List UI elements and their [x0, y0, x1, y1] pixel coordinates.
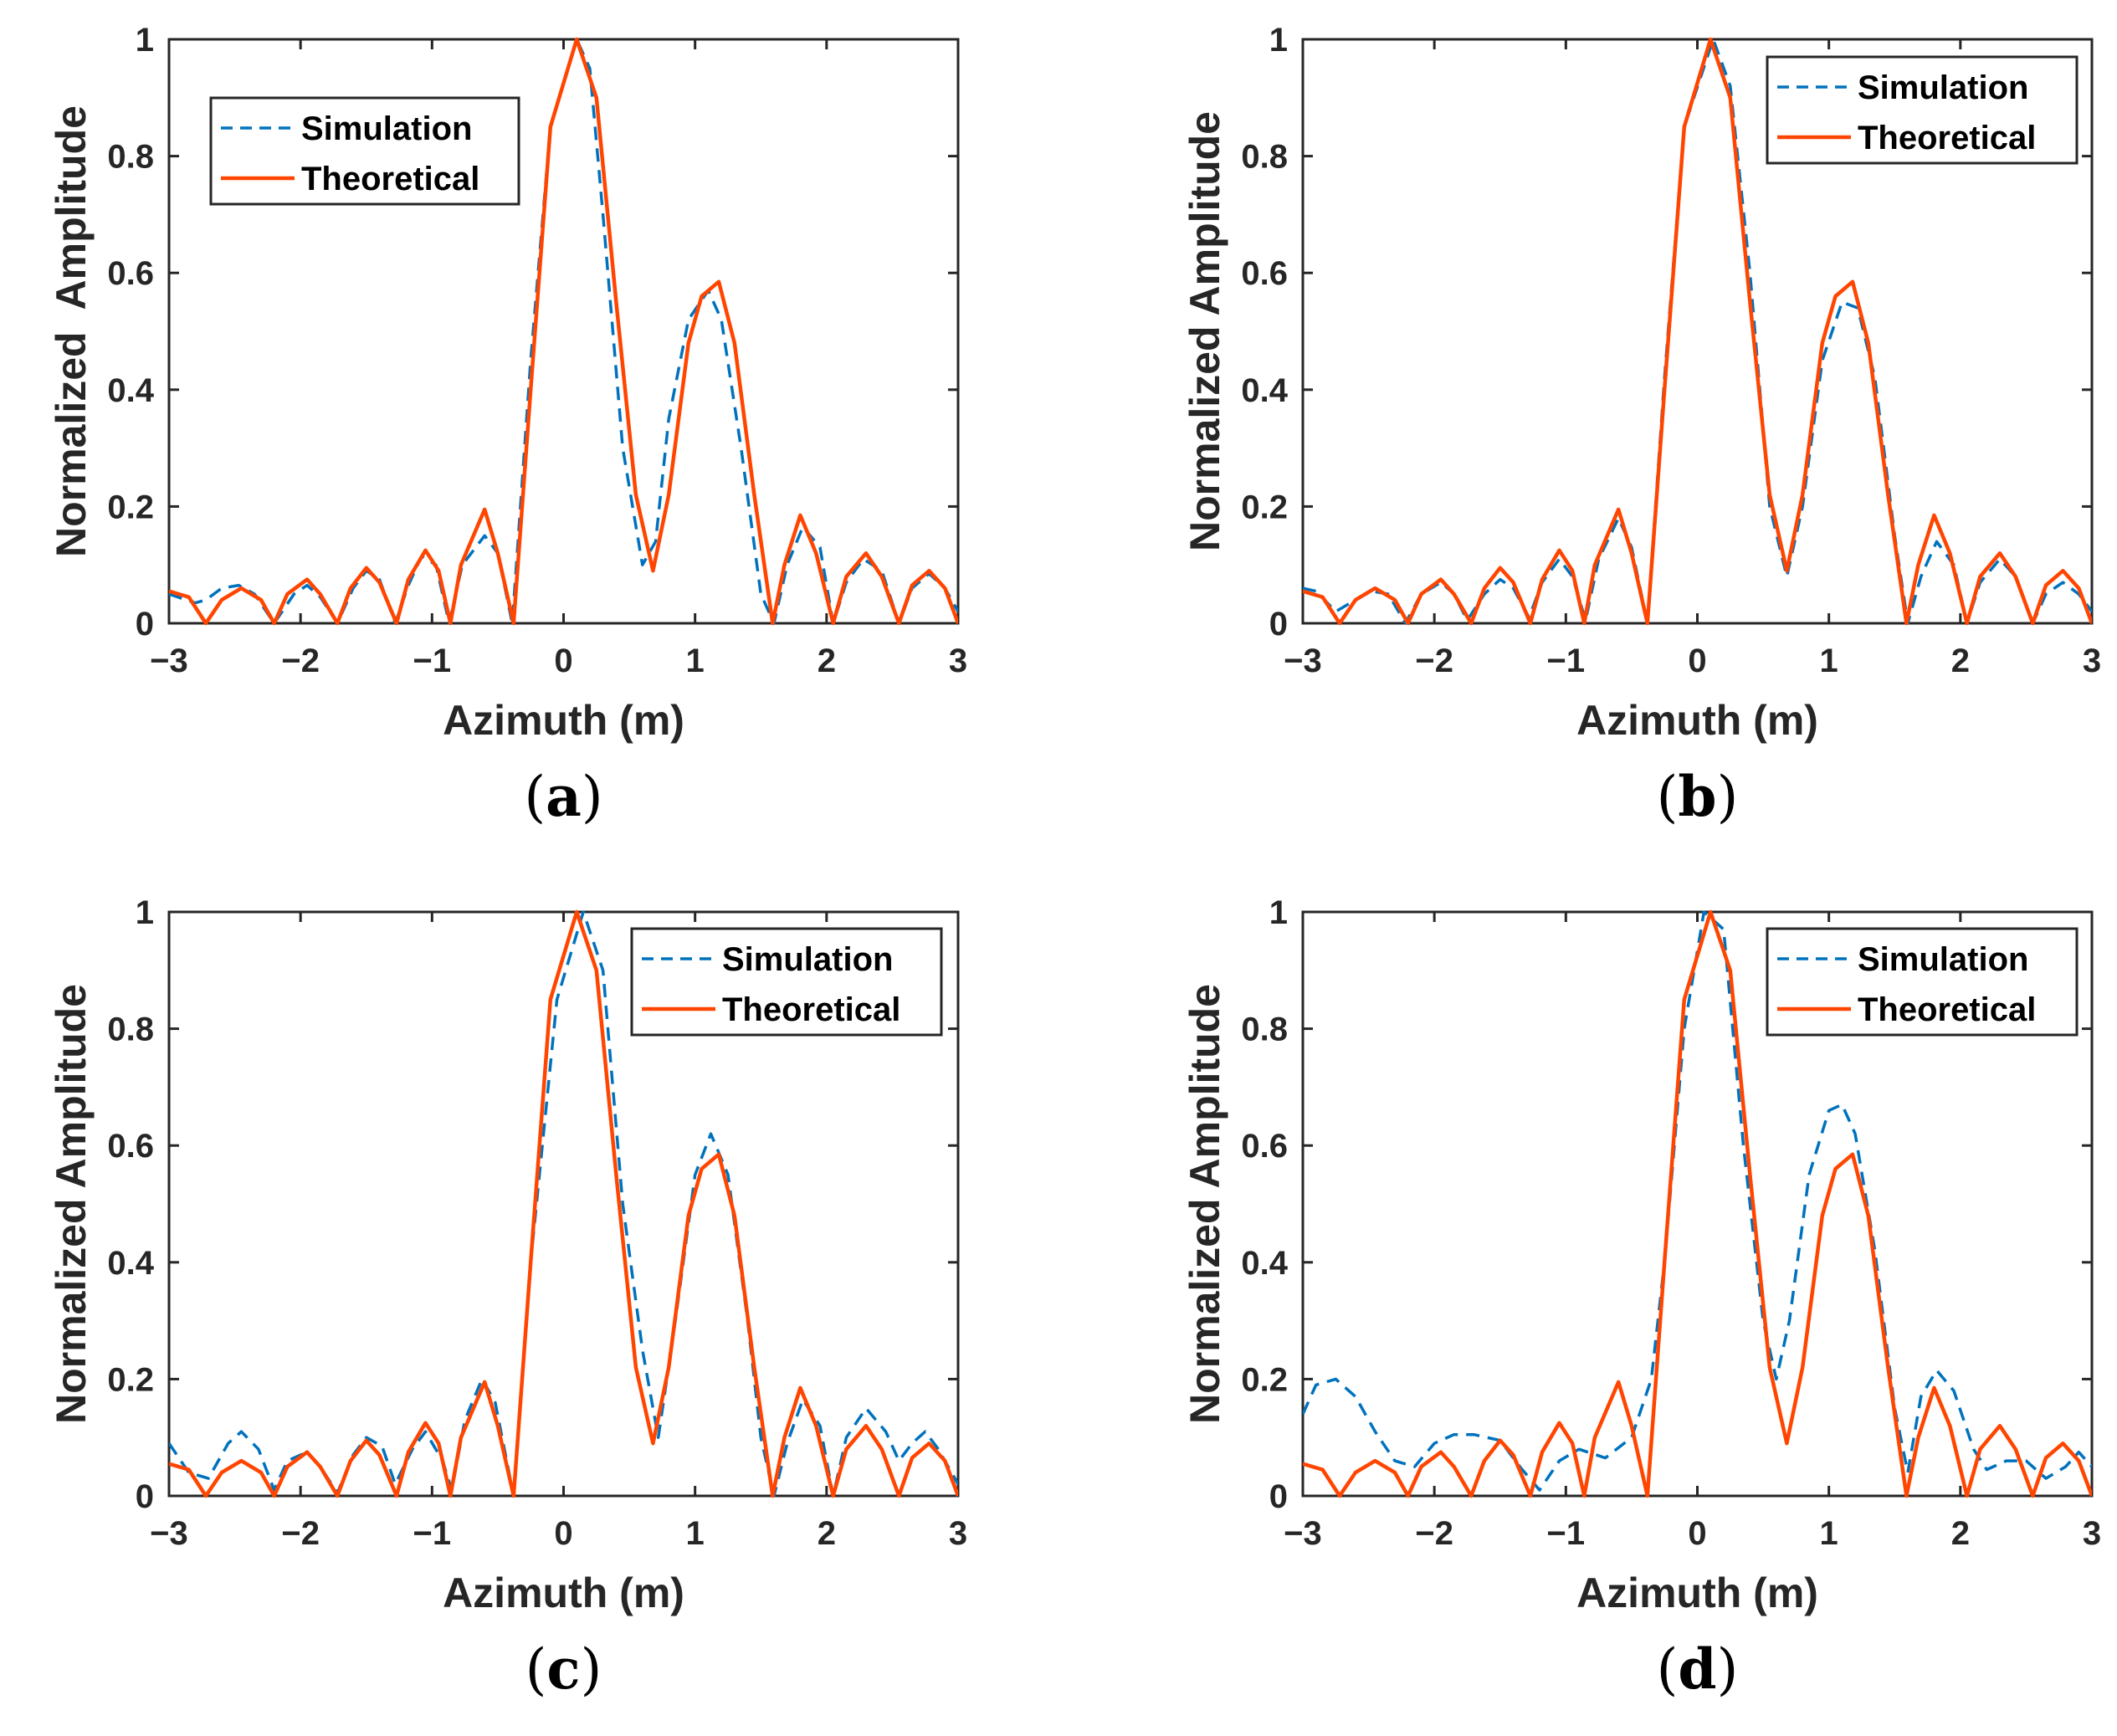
x-axis-label: Azimuth (m) [1576, 697, 1818, 744]
y-tick-label: 0.8 [107, 1011, 154, 1048]
y-tick-label: 0.4 [107, 372, 154, 409]
legend-entry-theoretical: Theoretical [722, 991, 900, 1028]
legend-entry-simulation: Simulation [722, 941, 893, 978]
y-tick-label: 1 [1269, 22, 1288, 59]
legend-entry-theoretical: Theoretical [1858, 120, 2036, 156]
y-tick-label: 0.2 [1241, 1361, 1288, 1398]
y-tick-label: 0.6 [107, 255, 154, 292]
y-tick-label: 0.2 [107, 1361, 154, 1398]
x-tick-label: 3 [2083, 643, 2101, 679]
y-tick-label: 0.8 [107, 139, 154, 176]
x-tick-label: 0 [554, 1515, 572, 1552]
x-tick-label: 2 [1951, 1515, 1970, 1552]
x-tick-label: −3 [150, 643, 188, 679]
y-axis-label: Normalized Amplitude [1182, 984, 1228, 1424]
legend-entry-simulation: Simulation [1858, 69, 2028, 106]
legend-box [1766, 55, 2079, 165]
panel-label-letter: d [1678, 1636, 1716, 1702]
y-tick-label: 0 [136, 1478, 154, 1515]
y-axis-label: Normalized Amplitude [48, 984, 95, 1424]
x-tick-label: −2 [281, 643, 320, 679]
y-tick-label: 0 [1269, 1478, 1288, 1515]
x-tick-label: 0 [1688, 643, 1706, 679]
x-tick-label: −2 [281, 1515, 320, 1552]
panel-label-letter: c [546, 1636, 580, 1702]
panel-label: (b) [1657, 764, 1739, 829]
x-tick-label: 3 [949, 643, 967, 679]
x-tick-label: −2 [1415, 1515, 1453, 1552]
x-tick-label: −2 [1415, 643, 1453, 679]
panel-label: (c) [525, 1636, 602, 1702]
panel-label: (d) [1657, 1636, 1739, 1702]
x-tick-label: 0 [1688, 1515, 1706, 1552]
legend-entry-theoretical: Theoretical [1858, 991, 2036, 1028]
x-tick-label: −1 [1547, 1515, 1586, 1552]
legend: Simulation Theoretical [209, 96, 520, 206]
x-tick-label: −1 [1547, 643, 1586, 679]
x-axis-label: Azimuth (m) [443, 1570, 684, 1616]
series-line-simulation [169, 38, 958, 625]
panel-label-letter: a [546, 764, 582, 829]
y-tick-label: 1 [136, 22, 154, 59]
x-tick-label: 0 [554, 643, 572, 679]
legend-entry-simulation: Simulation [1858, 941, 2028, 978]
x-axis-label: Azimuth (m) [443, 697, 684, 744]
y-axis-label: Normalized Amplitude [1182, 111, 1228, 551]
x-tick-label: 2 [818, 1515, 836, 1552]
legend: Simulation Theoretical [1766, 55, 2079, 165]
series-line-theoretical [169, 37, 958, 626]
x-tick-label: −3 [1284, 1515, 1322, 1552]
legend-entry-simulation: Simulation [301, 110, 472, 147]
legend-box [209, 96, 520, 206]
x-tick-label: −1 [413, 1515, 452, 1552]
legend-box [630, 927, 943, 1037]
x-tick-label: 3 [2083, 1515, 2101, 1552]
panel-label: (a) [524, 764, 602, 829]
x-tick-label: −3 [1284, 643, 1322, 679]
x-tick-label: −1 [413, 643, 452, 679]
series-line-theoretical [1303, 909, 2092, 1498]
series-line-theoretical [169, 909, 958, 1498]
series-line-theoretical [1303, 37, 2092, 626]
x-tick-label: 2 [818, 643, 836, 679]
y-tick-label: 1 [136, 894, 154, 931]
legend-entry-theoretical: Theoretical [301, 161, 479, 197]
x-tick-label: 1 [1820, 643, 1838, 679]
y-tick-label: 0.8 [1241, 139, 1288, 176]
legend-box [1766, 927, 2079, 1037]
x-tick-label: 3 [949, 1515, 967, 1552]
x-tick-label: 2 [1951, 643, 1970, 679]
x-tick-label: 1 [1820, 1515, 1838, 1552]
y-tick-label: 1 [1269, 894, 1288, 931]
y-tick-label: 0.4 [1241, 1245, 1288, 1282]
y-axis-label: Normalized Amplitude [48, 105, 95, 557]
x-tick-label: −3 [150, 1515, 188, 1552]
y-tick-label: 0.6 [1241, 255, 1288, 292]
series-line-simulation [1303, 910, 2092, 1492]
y-tick-label: 0.4 [107, 1245, 154, 1282]
y-tick-label: 0.6 [1241, 1128, 1288, 1165]
y-tick-label: 0 [1269, 606, 1288, 643]
y-tick-label: 0.2 [1241, 489, 1288, 525]
y-tick-label: 0.4 [1241, 372, 1288, 409]
y-tick-label: 0.8 [1241, 1011, 1288, 1048]
legend: Simulation Theoretical [630, 927, 943, 1037]
x-axis-label: Azimuth (m) [1576, 1570, 1818, 1616]
legend: Simulation Theoretical [1766, 927, 2079, 1037]
x-tick-label: 1 [686, 1515, 705, 1552]
y-tick-label: 0.2 [107, 489, 154, 525]
x-tick-label: 1 [686, 643, 705, 679]
panel-label-letter: b [1678, 764, 1716, 829]
y-tick-label: 0 [136, 606, 154, 643]
y-tick-label: 0.6 [107, 1128, 154, 1165]
